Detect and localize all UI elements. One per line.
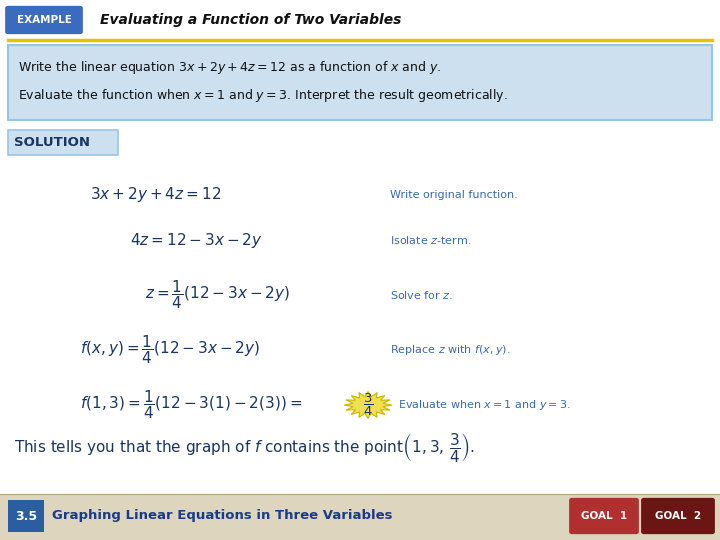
Text: Evaluating a Function of Two Variables: Evaluating a Function of Two Variables [100, 13, 401, 27]
Text: $3x + 2y + 4z = 12$: $3x + 2y + 4z = 12$ [90, 186, 221, 205]
Text: Evaluate when $x = 1$ and $y = 3$.: Evaluate when $x = 1$ and $y = 3$. [398, 398, 571, 412]
Text: $4z = 12 - 3x - 2y$: $4z = 12 - 3x - 2y$ [130, 231, 263, 249]
Text: 3.5: 3.5 [15, 510, 37, 523]
Text: SOLUTION: SOLUTION [14, 136, 90, 148]
FancyBboxPatch shape [641, 498, 715, 534]
Bar [8, 500, 44, 532]
Text: Solve for $z$.: Solve for $z$. [390, 289, 453, 301]
Text: EXAMPLE: EXAMPLE [17, 15, 71, 25]
Text: Isolate $z$-term.: Isolate $z$-term. [390, 234, 472, 246]
Text: $\dfrac{3}{4}$: $\dfrac{3}{4}$ [363, 392, 373, 418]
Text: $z = \dfrac{1}{4}(12 - 3x - 2y)$: $z = \dfrac{1}{4}(12 - 3x - 2y)$ [145, 279, 290, 312]
Text: GOAL  2: GOAL 2 [655, 511, 701, 521]
Bar [0, 494, 720, 540]
Polygon shape [344, 392, 392, 418]
FancyBboxPatch shape [569, 498, 639, 534]
Text: $f(1, 3) = \dfrac{1}{4}(12 - 3(1) - 2(3)) =$: $f(1, 3) = \dfrac{1}{4}(12 - 3(1) - 2(3)… [80, 389, 302, 421]
Text: This tells you that the graph of $f$ contains the point$\left(1, 3,\, \dfrac{3}{: This tells you that the graph of $f$ con… [14, 431, 475, 464]
Text: Evaluate the function when $x = 1$ and $y = 3$. Interpret the result geometrical: Evaluate the function when $x = 1$ and $… [18, 86, 508, 104]
FancyBboxPatch shape [8, 45, 712, 120]
FancyBboxPatch shape [8, 130, 118, 155]
Text: $f(x, y) = \dfrac{1}{4}(12 - 3x - 2y)$: $f(x, y) = \dfrac{1}{4}(12 - 3x - 2y)$ [80, 334, 261, 366]
Text: Graphing Linear Equations in Three Variables: Graphing Linear Equations in Three Varia… [52, 510, 392, 523]
FancyBboxPatch shape [5, 6, 83, 34]
Text: Write the linear equation $3x + 2y + 4z = 12$ as a function of $x$ and $y$.: Write the linear equation $3x + 2y + 4z … [18, 59, 441, 77]
Text: Replace $z$ with $f(x, y)$.: Replace $z$ with $f(x, y)$. [390, 343, 510, 357]
Text: Write original function.: Write original function. [390, 190, 518, 200]
Text: GOAL  1: GOAL 1 [581, 511, 627, 521]
